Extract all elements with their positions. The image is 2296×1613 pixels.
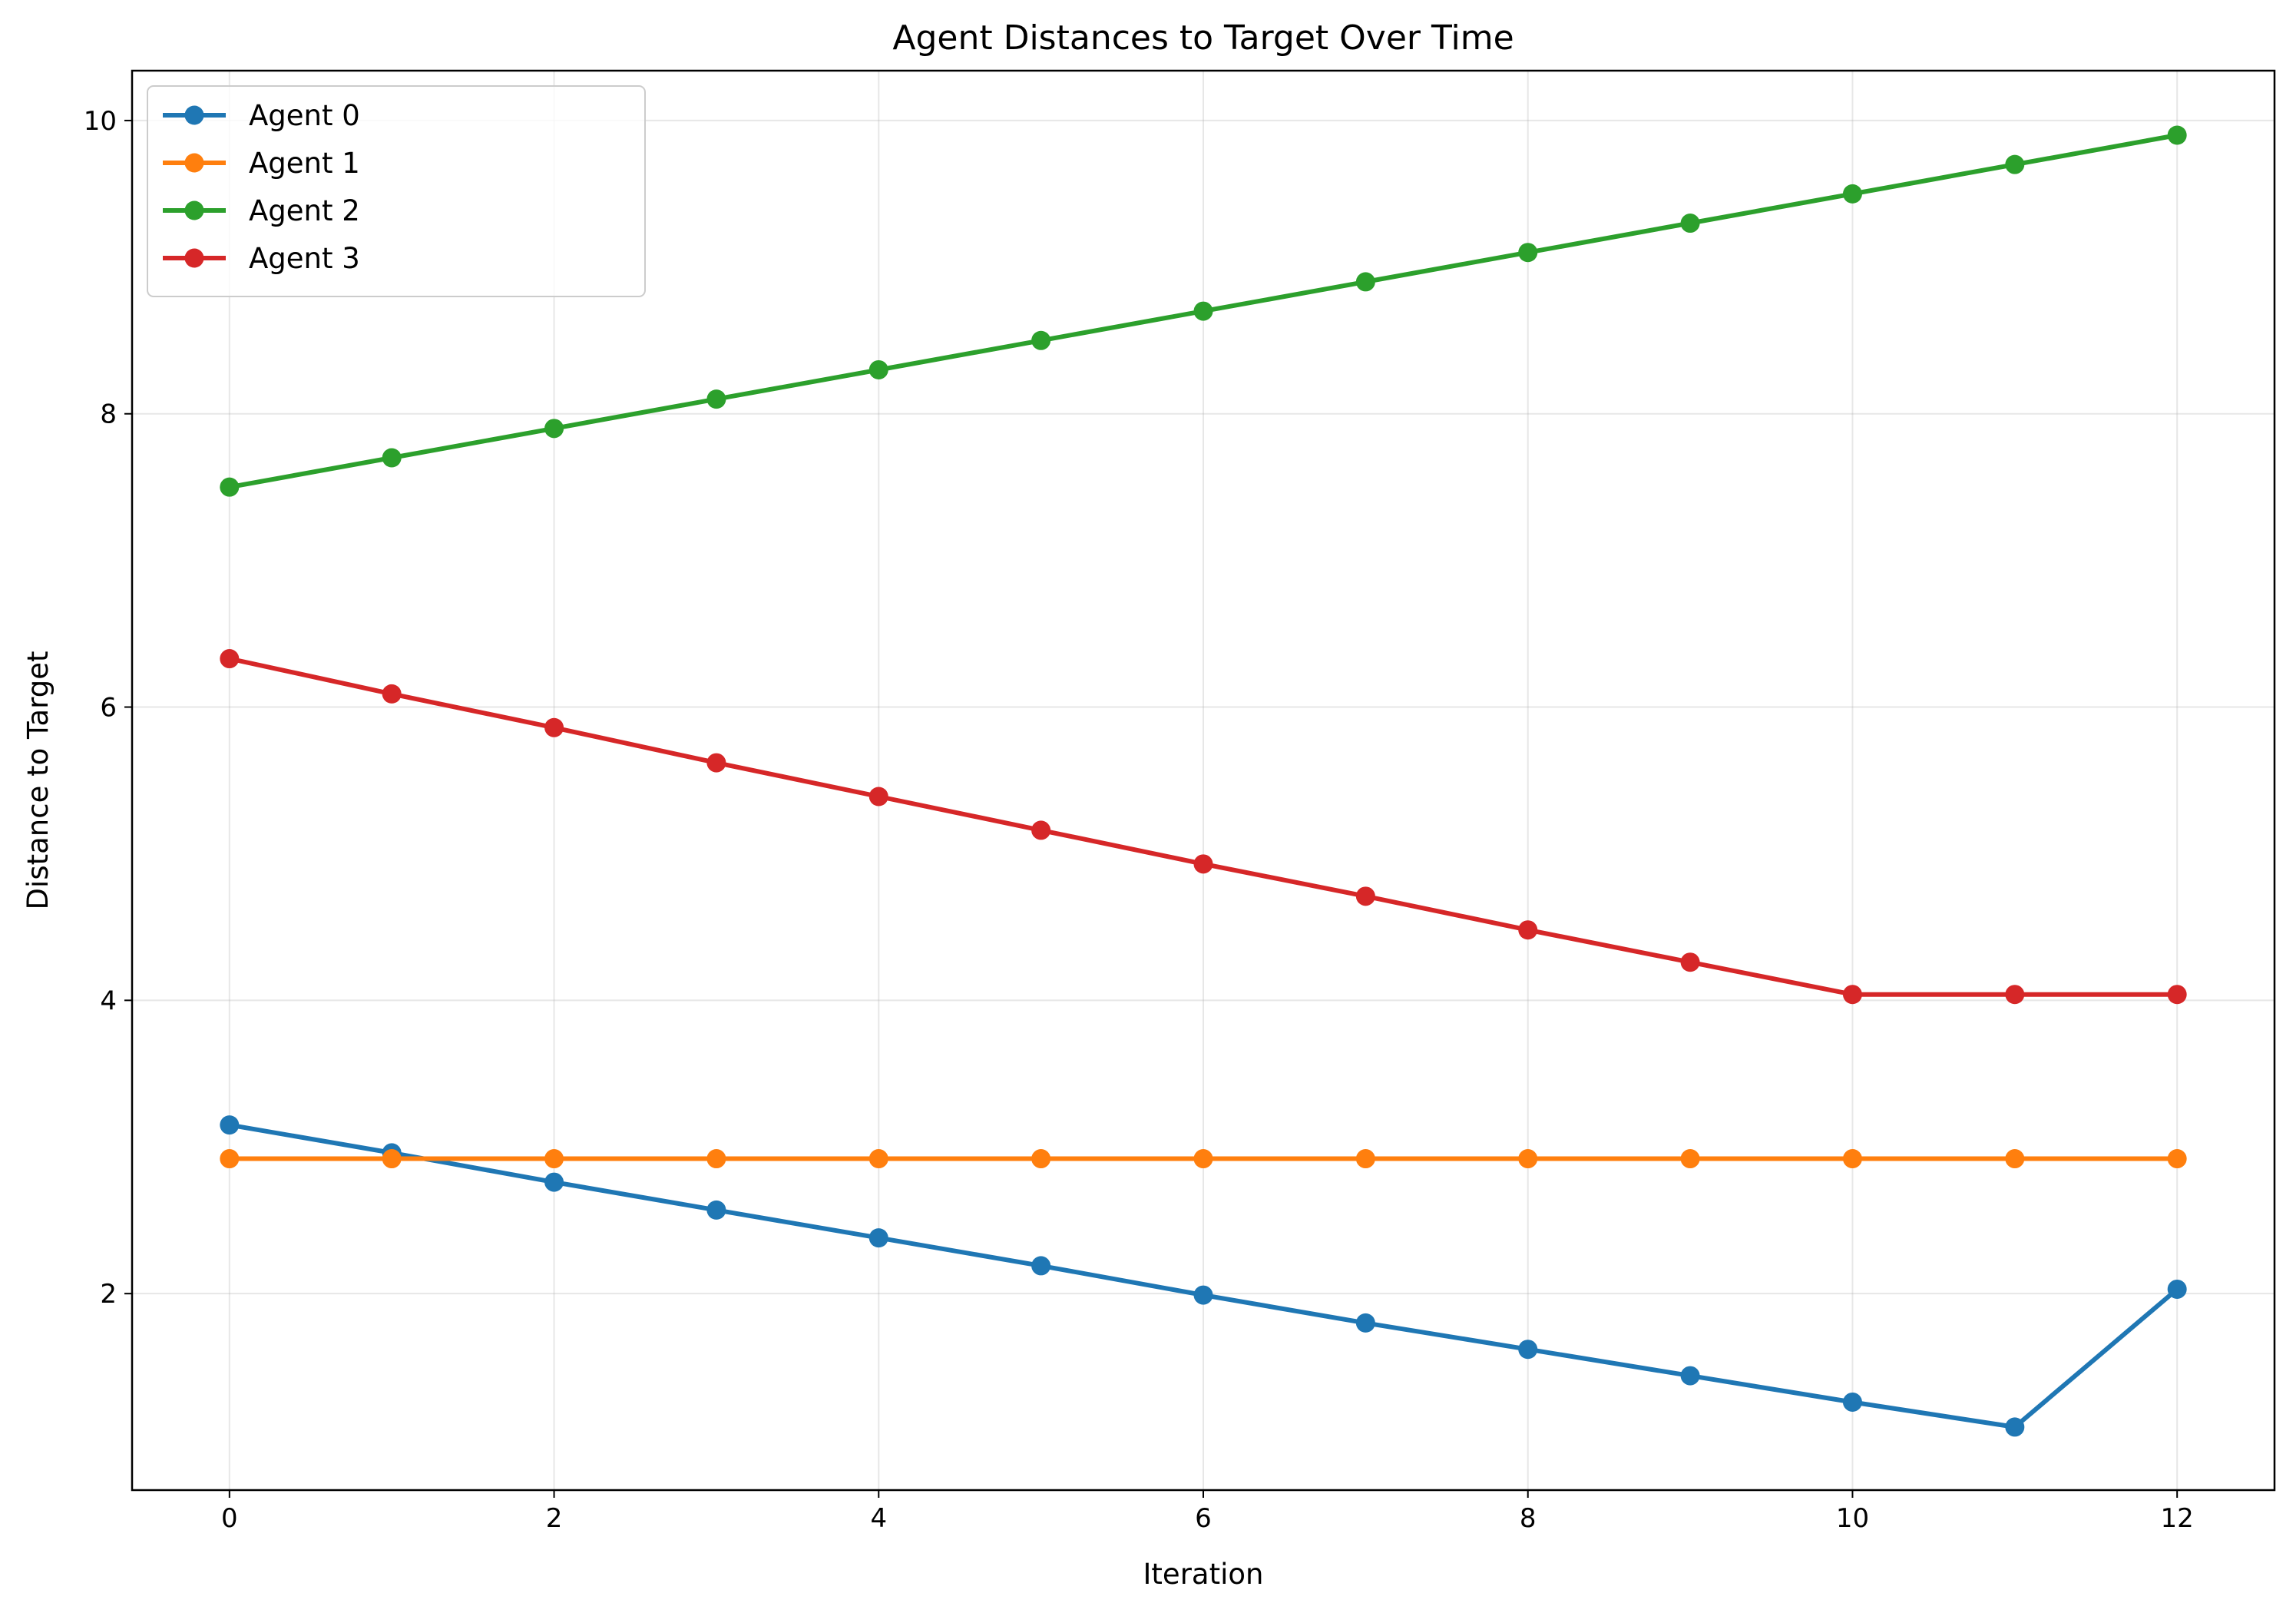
data-point [1680, 1366, 1700, 1386]
x-tick-label: 10 [1836, 1503, 1869, 1534]
data-point [1193, 854, 1213, 874]
data-point [2005, 154, 2025, 174]
data-point [1680, 214, 1700, 234]
data-point [2005, 1417, 2025, 1437]
ticks: 0 2 4 6 8 10 12 2 4 6 8 10 [84, 106, 2194, 1534]
data-point [382, 448, 402, 468]
legend-swatch-marker [184, 105, 204, 125]
series-agent-2 [220, 125, 2187, 497]
chart-title: Agent Distances to Target Over Time [892, 18, 1514, 58]
grid [132, 71, 2274, 1490]
data-point [1680, 952, 1700, 972]
data-point [2167, 125, 2187, 145]
legend-swatch-marker [184, 200, 204, 220]
series-layer [220, 125, 2187, 1437]
data-point [1355, 886, 1375, 906]
x-tick-label: 2 [546, 1503, 563, 1534]
legend-label: Agent 0 [249, 99, 360, 132]
data-point [1031, 820, 1051, 840]
data-point [544, 419, 564, 439]
series-agent-0 [220, 1115, 2187, 1437]
data-point [220, 1115, 240, 1135]
data-point [1518, 1340, 1538, 1360]
x-tick-label: 8 [1520, 1503, 1537, 1534]
data-point [1842, 184, 1862, 204]
legend-swatch-marker [184, 248, 204, 268]
data-point [544, 717, 564, 737]
y-tick-label: 6 [100, 693, 117, 724]
data-point [868, 359, 888, 379]
data-point [706, 1200, 726, 1220]
x-tick-label: 12 [2161, 1503, 2194, 1534]
data-point [1355, 272, 1375, 292]
data-point [220, 649, 240, 669]
data-point [2167, 985, 2187, 1005]
data-point [1518, 920, 1538, 940]
series-agent-1 [220, 1149, 2187, 1169]
data-point [868, 787, 888, 806]
legend-swatch-marker [184, 153, 204, 173]
data-point [1193, 1285, 1213, 1305]
data-point [2005, 985, 2025, 1005]
y-tick-label: 4 [100, 985, 117, 1016]
series-agent-3 [220, 649, 2187, 1005]
x-tick-label: 6 [1195, 1503, 1212, 1534]
data-point [706, 389, 726, 409]
legend-label: Agent 3 [249, 242, 360, 275]
data-point [2167, 1149, 2187, 1169]
legend-label: Agent 2 [249, 194, 360, 227]
legend: Agent 0 Agent 1 Agent 2 Agent 3 [147, 85, 646, 297]
data-point [1518, 1149, 1538, 1169]
data-point [220, 1149, 240, 1169]
x-tick-label: 4 [870, 1503, 887, 1534]
data-point [1842, 1392, 1862, 1412]
data-point [220, 477, 240, 497]
y-tick-label: 2 [100, 1279, 117, 1310]
data-point [1031, 1149, 1051, 1169]
y-axis-label: Distance to Target [22, 651, 55, 910]
y-tick-label: 8 [100, 399, 117, 430]
data-point [544, 1149, 564, 1169]
data-point [868, 1228, 888, 1248]
data-point [706, 753, 726, 773]
data-point [706, 1149, 726, 1169]
data-point [1193, 301, 1213, 321]
data-point [382, 684, 402, 704]
data-point [1842, 985, 1862, 1005]
x-tick-label: 0 [221, 1503, 238, 1534]
data-point [2167, 1279, 2187, 1299]
data-point [544, 1172, 564, 1192]
data-point [382, 1149, 402, 1169]
data-point [1355, 1313, 1375, 1333]
data-point [1193, 1149, 1213, 1169]
data-point [1031, 330, 1051, 350]
data-point [1680, 1149, 1700, 1169]
data-point [1842, 1149, 1862, 1169]
legend-label: Agent 1 [249, 147, 360, 180]
data-point [2005, 1149, 2025, 1169]
legend-box [147, 85, 646, 297]
x-axis-label: Iteration [1143, 1558, 1264, 1591]
y-tick-label: 10 [84, 106, 117, 137]
data-point [1031, 1256, 1051, 1276]
data-point [1518, 243, 1538, 263]
data-point [868, 1149, 888, 1169]
data-point [1355, 1149, 1375, 1169]
